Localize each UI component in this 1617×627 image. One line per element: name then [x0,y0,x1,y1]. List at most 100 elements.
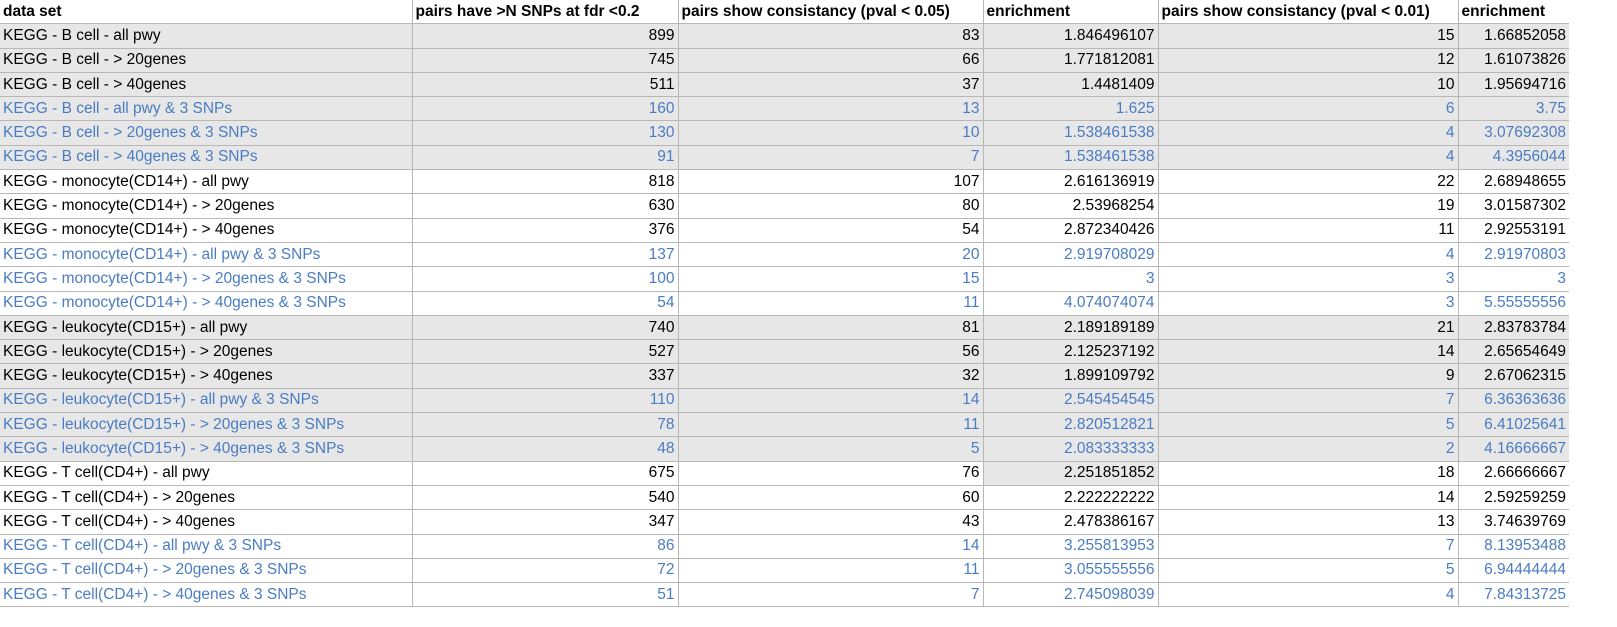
cell-consistancy-005[interactable]: 15 [677,266,984,292]
cell-pairs-snps[interactable]: 72 [411,557,679,584]
cell-data-set[interactable]: KEGG - T cell(CD4+) - all pwy [0,460,413,486]
cell-data-set[interactable]: KEGG - B cell - > 20genes & 3 SNPs [0,120,413,146]
cell-consistancy-005[interactable]: 76 [677,460,984,486]
cell-enrichment-005[interactable]: 1.538461538 [982,144,1159,171]
cell-enrichment-005[interactable]: 1.846496107 [982,23,1159,49]
cell-data-set[interactable]: KEGG - monocyte(CD14+) - all pwy [0,169,413,195]
cell-enrichment-001[interactable]: 3.74639769 [1457,509,1569,535]
cell-consistancy-001[interactable]: 15 [1157,23,1459,49]
cell-consistancy-001[interactable]: 5 [1157,557,1459,584]
cell-enrichment-001[interactable]: 3 [1457,266,1569,292]
cell-enrichment-005[interactable]: 2.125237192 [982,339,1159,365]
cell-consistancy-001[interactable]: 9 [1157,363,1459,389]
cell-enrichment-005[interactable]: 2.545454545 [982,387,1159,414]
cell-pairs-snps[interactable]: 110 [411,387,679,414]
cell-consistancy-001[interactable]: 4 [1157,144,1459,171]
cell-consistancy-005[interactable]: 20 [677,241,984,268]
cell-enrichment-001[interactable]: 2.92553191 [1457,217,1569,243]
cell-pairs-snps[interactable]: 54 [411,290,679,316]
cell-enrichment-005[interactable]: 3.055555556 [982,557,1159,584]
cell-consistancy-005[interactable]: 13 [677,96,984,122]
cell-data-set[interactable]: KEGG - B cell - > 20genes [0,47,413,73]
cell-pairs-snps[interactable]: 376 [411,217,679,243]
cell-pairs-snps[interactable]: 91 [411,144,679,171]
cell-consistancy-001[interactable]: 14 [1157,484,1459,511]
cell-data-set[interactable]: KEGG - B cell - all pwy [0,23,413,49]
cell-data-set[interactable]: KEGG - B cell - > 40genes [0,71,413,98]
cell-enrichment-005[interactable]: 4.074074074 [982,290,1159,316]
header-data-set[interactable]: data set [0,0,413,25]
cell-enrichment-001[interactable]: 2.68948655 [1457,169,1569,195]
cell-data-set[interactable]: KEGG - monocyte(CD14+) - > 20genes & 3 S… [0,266,413,292]
cell-consistancy-005[interactable]: 14 [677,533,984,559]
cell-enrichment-005[interactable]: 3.255813953 [982,533,1159,559]
cell-pairs-snps[interactable]: 527 [411,339,679,365]
cell-enrichment-005[interactable]: 1.625 [982,96,1159,122]
cell-consistancy-001[interactable]: 6 [1157,96,1459,122]
cell-consistancy-005[interactable]: 7 [677,582,984,608]
cell-consistancy-005[interactable]: 11 [677,412,984,438]
cell-consistancy-001[interactable]: 3 [1157,266,1459,292]
cell-enrichment-001[interactable]: 8.13953488 [1457,533,1569,559]
cell-enrichment-001[interactable]: 3.75 [1457,96,1569,122]
cell-consistancy-001[interactable]: 14 [1157,339,1459,365]
cell-enrichment-001[interactable]: 2.83783784 [1457,314,1569,341]
cell-consistancy-005[interactable]: 10 [677,120,984,146]
cell-enrichment-001[interactable]: 1.61073826 [1457,47,1569,73]
cell-pairs-snps[interactable]: 48 [411,436,679,462]
cell-data-set[interactable]: KEGG - B cell - all pwy & 3 SNPs [0,96,413,122]
cell-consistancy-001[interactable]: 10 [1157,71,1459,98]
cell-pairs-snps[interactable]: 899 [411,23,679,49]
cell-consistancy-005[interactable]: 54 [677,217,984,243]
cell-enrichment-001[interactable]: 3.01587302 [1457,193,1569,219]
cell-enrichment-001[interactable]: 4.3956044 [1457,144,1569,171]
cell-consistancy-005[interactable]: 32 [677,363,984,389]
header-pairs-snps[interactable]: pairs have >N SNPs at fdr <0.2 [411,0,679,25]
cell-data-set[interactable]: KEGG - monocyte(CD14+) - > 40genes [0,217,413,243]
cell-enrichment-001[interactable]: 2.91970803 [1457,241,1569,268]
cell-enrichment-001[interactable]: 4.16666667 [1457,436,1569,462]
cell-pairs-snps[interactable]: 100 [411,266,679,292]
cell-enrichment-001[interactable]: 3.07692308 [1457,120,1569,146]
cell-consistancy-001[interactable]: 21 [1157,314,1459,341]
cell-pairs-snps[interactable]: 675 [411,460,679,486]
cell-pairs-snps[interactable]: 740 [411,314,679,341]
cell-data-set[interactable]: KEGG - T cell(CD4+) - > 40genes & 3 SNPs [0,582,413,608]
cell-enrichment-001[interactable]: 2.59259259 [1457,484,1569,511]
cell-data-set[interactable]: KEGG - monocyte(CD14+) - all pwy & 3 SNP… [0,241,413,268]
cell-consistancy-005[interactable]: 60 [677,484,984,511]
cell-enrichment-005[interactable]: 1.4481409 [982,71,1159,98]
cell-consistancy-005[interactable]: 5 [677,436,984,462]
header-enrichment-001[interactable]: enrichment [1457,0,1569,25]
cell-enrichment-005[interactable]: 2.872340426 [982,217,1159,243]
cell-pairs-snps[interactable]: 818 [411,169,679,195]
cell-data-set[interactable]: KEGG - leukocyte(CD15+) - all pwy & 3 SN… [0,387,413,414]
cell-enrichment-001[interactable]: 1.95694716 [1457,71,1569,98]
cell-data-set[interactable]: KEGG - T cell(CD4+) - all pwy & 3 SNPs [0,533,413,559]
cell-consistancy-001[interactable]: 12 [1157,47,1459,73]
cell-enrichment-005[interactable]: 2.251851852 [982,460,1159,486]
cell-data-set[interactable]: KEGG - leukocyte(CD15+) - > 40genes & 3 … [0,436,413,462]
cell-enrichment-005[interactable]: 2.222222222 [982,484,1159,511]
cell-consistancy-005[interactable]: 11 [677,557,984,584]
cell-data-set[interactable]: KEGG - leukocyte(CD15+) - > 20genes [0,339,413,365]
cell-consistancy-001[interactable]: 7 [1157,387,1459,414]
cell-enrichment-005[interactable]: 2.083333333 [982,436,1159,462]
cell-enrichment-005[interactable]: 2.616136919 [982,169,1159,195]
cell-enrichment-005[interactable]: 2.478386167 [982,509,1159,535]
cell-enrichment-001[interactable]: 6.94444444 [1457,557,1569,584]
cell-pairs-snps[interactable]: 347 [411,509,679,535]
cell-consistancy-001[interactable]: 5 [1157,412,1459,438]
cell-data-set[interactable]: KEGG - T cell(CD4+) - > 40genes [0,509,413,535]
cell-data-set[interactable]: KEGG - leukocyte(CD15+) - > 20genes & 3 … [0,412,413,438]
cell-pairs-snps[interactable]: 511 [411,71,679,98]
cell-data-set[interactable]: KEGG - leukocyte(CD15+) - all pwy [0,314,413,341]
cell-pairs-snps[interactable]: 337 [411,363,679,389]
cell-enrichment-001[interactable]: 2.66666667 [1457,460,1569,486]
header-consistancy-005[interactable]: pairs show consistancy (pval < 0.05) [677,0,984,25]
cell-pairs-snps[interactable]: 630 [411,193,679,219]
header-enrichment-005[interactable]: enrichment [982,0,1159,25]
cell-consistancy-005[interactable]: 7 [677,144,984,171]
cell-consistancy-001[interactable]: 19 [1157,193,1459,219]
cell-data-set[interactable]: KEGG - T cell(CD4+) - > 20genes [0,484,413,511]
